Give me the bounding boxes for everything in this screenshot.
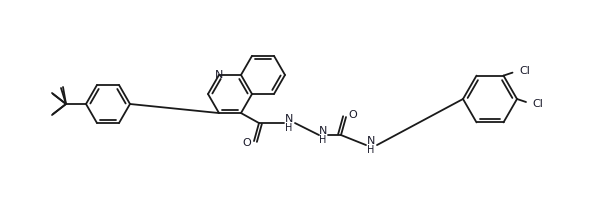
Text: N: N <box>285 114 293 124</box>
Text: O: O <box>243 138 252 148</box>
Text: Cl: Cl <box>532 99 544 109</box>
Text: Cl: Cl <box>519 66 530 76</box>
Text: H: H <box>285 123 293 133</box>
Text: N: N <box>215 70 223 80</box>
Text: N: N <box>319 126 327 136</box>
Text: O: O <box>349 110 358 120</box>
Text: N: N <box>367 136 375 146</box>
Text: H: H <box>319 135 327 145</box>
Text: H: H <box>368 145 375 155</box>
